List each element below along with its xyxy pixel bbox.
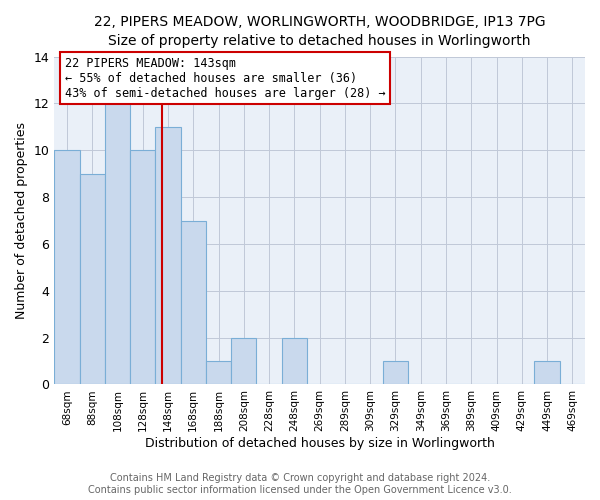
Bar: [231, 338, 256, 384]
Bar: [535, 361, 560, 384]
Bar: [54, 150, 80, 384]
Text: Contains HM Land Registry data © Crown copyright and database right 2024.
Contai: Contains HM Land Registry data © Crown c…: [88, 474, 512, 495]
Bar: [155, 127, 181, 384]
Title: 22, PIPERS MEADOW, WORLINGWORTH, WOODBRIDGE, IP13 7PG
Size of property relative : 22, PIPERS MEADOW, WORLINGWORTH, WOODBRI…: [94, 15, 545, 48]
X-axis label: Distribution of detached houses by size in Worlingworth: Distribution of detached houses by size …: [145, 437, 494, 450]
Bar: [206, 361, 231, 384]
Bar: [105, 104, 130, 384]
Bar: [181, 220, 206, 384]
Y-axis label: Number of detached properties: Number of detached properties: [15, 122, 28, 319]
Text: 22 PIPERS MEADOW: 143sqm
← 55% of detached houses are smaller (36)
43% of semi-d: 22 PIPERS MEADOW: 143sqm ← 55% of detach…: [65, 56, 386, 100]
Bar: [383, 361, 408, 384]
Bar: [282, 338, 307, 384]
Bar: [80, 174, 105, 384]
Bar: [130, 150, 155, 384]
